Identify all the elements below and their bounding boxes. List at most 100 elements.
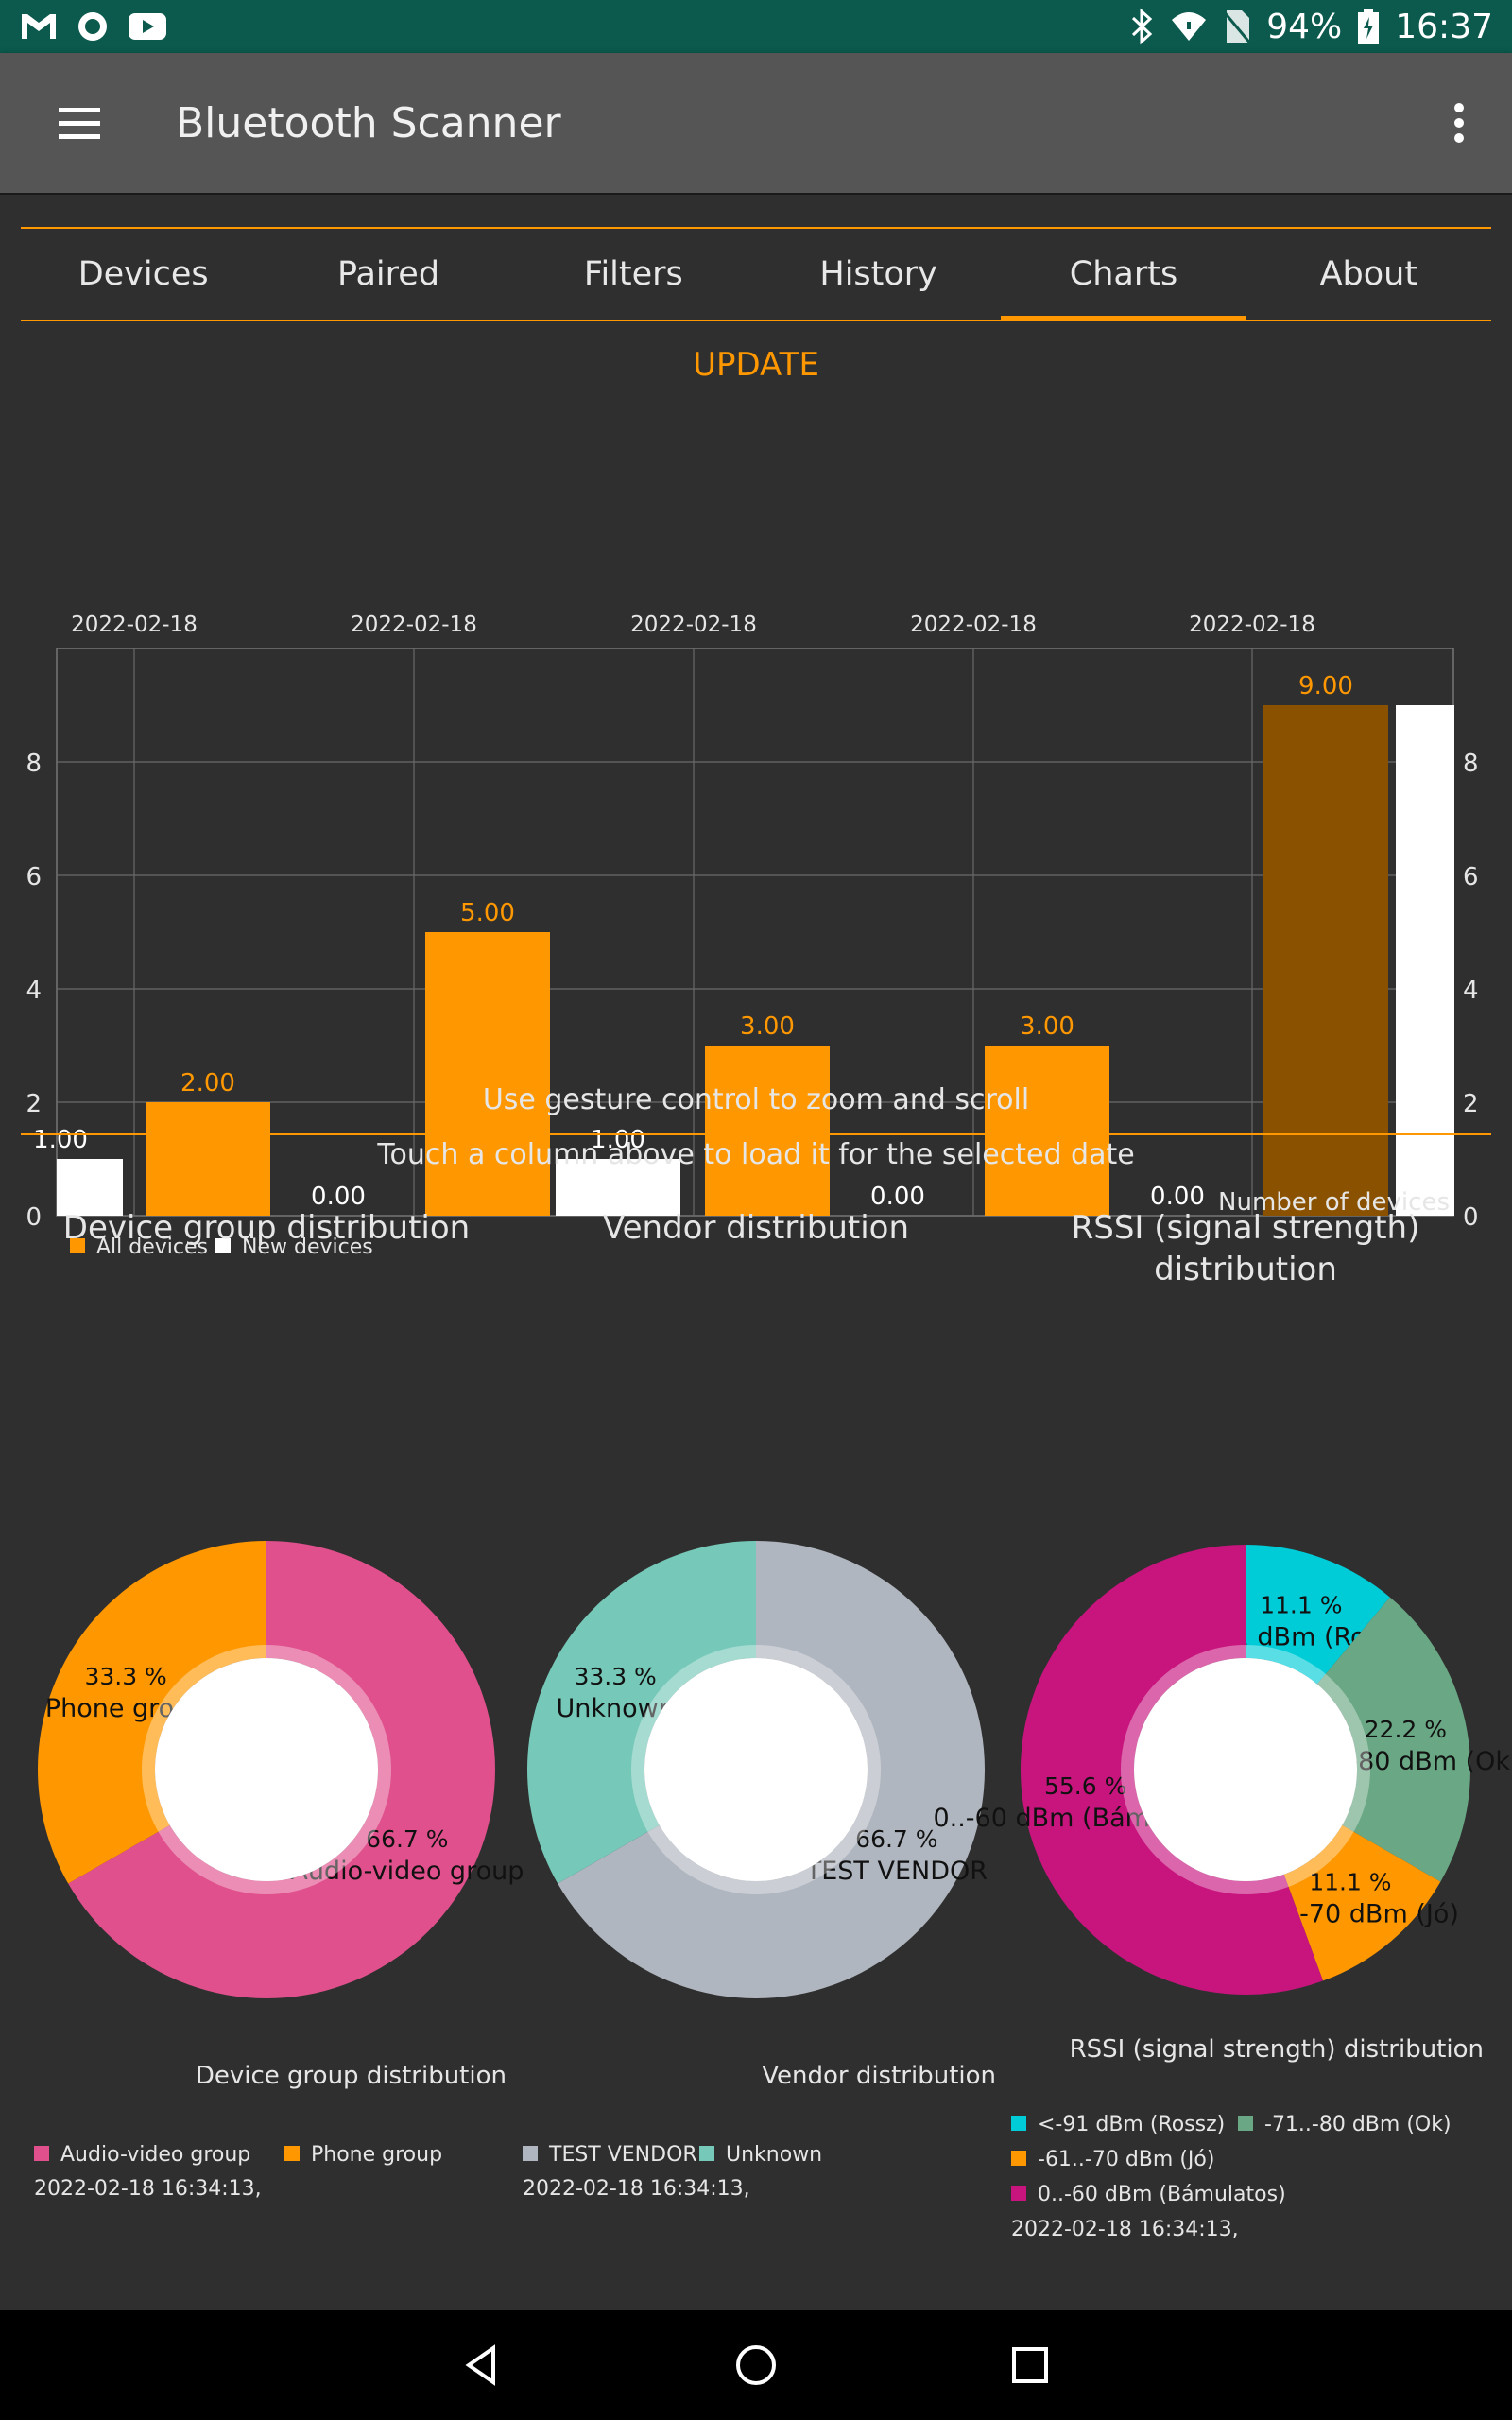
status-bar: 94% 16:37 bbox=[0, 0, 1512, 53]
tab-label: Paired bbox=[336, 255, 440, 293]
legend-swatch-new-devices bbox=[215, 1238, 231, 1253]
navigation-bar bbox=[0, 2310, 1512, 2420]
devices-bar-chart[interactable]: 0 0 2 2 4 4 6 6 8 8 2022-02-18 2022-02-18 2022-02-18… bbox=[0, 403, 1512, 1282]
legend-swatch bbox=[1011, 2186, 1026, 2201]
pie-slice-percent: 33.3 % bbox=[84, 1663, 166, 1690]
youtube-icon bbox=[129, 13, 166, 40]
y-tick-label-right: 0 bbox=[1463, 1203, 1479, 1232]
legend-timestamp: 2022-02-18 16:34:13, bbox=[1011, 2218, 1239, 2241]
clock: 16:37 bbox=[1395, 7, 1493, 46]
bar-value-label: 0.00 bbox=[1150, 1183, 1205, 1211]
y-tick-label-right: 2 bbox=[1463, 1090, 1479, 1118]
back-icon bbox=[465, 2344, 495, 2386]
bar-value-label: 0.00 bbox=[311, 1183, 366, 1211]
pie-slice bbox=[558, 1541, 985, 1998]
pie-slice bbox=[1246, 1545, 1390, 1685]
legend-label: 0..-60 dBm (Bámulatos) bbox=[1038, 2183, 1286, 2206]
pie-slice-percent: 22.2 % bbox=[1365, 1716, 1447, 1743]
record-app-icon bbox=[78, 12, 107, 41]
charts-page: Devices Paired Filters History Charts Ab… bbox=[0, 193, 1512, 2312]
pie-description: RSSI (signal strength) distribution bbox=[1070, 2035, 1484, 2064]
battery-icon bbox=[1358, 9, 1380, 44]
pie-slice-percent: 11.1 % bbox=[1309, 1868, 1391, 1895]
wifi-icon bbox=[1172, 12, 1207, 41]
pie-slice bbox=[38, 1541, 266, 1884]
legend-label: New devices bbox=[242, 1236, 373, 1259]
pie-description: Vendor distribution bbox=[762, 2062, 996, 2090]
back-button[interactable] bbox=[454, 2337, 510, 2394]
bar-new-devices bbox=[57, 1159, 123, 1216]
bluetooth-icon bbox=[1132, 8, 1153, 45]
pie-slice bbox=[1283, 1824, 1441, 1981]
bar-all-devices bbox=[1263, 705, 1388, 1216]
tab-devices[interactable]: Devices bbox=[21, 229, 266, 320]
legend-timestamp: 2022-02-18 16:34:13, bbox=[523, 2177, 750, 2201]
y-tick-label-left: 6 bbox=[26, 863, 42, 891]
bar-value-label: 1.00 bbox=[591, 1126, 645, 1154]
legend-swatch bbox=[284, 2146, 300, 2161]
tab-bar: Devices Paired Filters History Charts Ab… bbox=[21, 227, 1491, 321]
bar-all-devices bbox=[425, 932, 550, 1216]
legend-label: Phone group bbox=[311, 2143, 442, 2167]
pie-title: Device group distribution bbox=[63, 1209, 470, 1247]
legend-swatch bbox=[34, 2146, 49, 2161]
gmail-icon bbox=[22, 14, 56, 39]
pie-slice-percent: 66.7 % bbox=[855, 1825, 937, 1853]
recents-button[interactable] bbox=[1002, 2337, 1058, 2394]
bar-value-label: 3.00 bbox=[740, 1012, 795, 1041]
bar-value-label: 5.00 bbox=[460, 899, 515, 927]
y-tick-label-left: 8 bbox=[26, 750, 42, 778]
tab-history[interactable]: History bbox=[756, 229, 1001, 320]
y-tick-label-left: 0 bbox=[26, 1203, 42, 1232]
bar-value-label: 1.00 bbox=[33, 1126, 88, 1154]
pie-slice-percent: 55.6 % bbox=[1044, 1772, 1126, 1800]
bar-all-devices bbox=[985, 1046, 1109, 1216]
tab-label: About bbox=[1319, 255, 1418, 293]
legend-label: All devices bbox=[96, 1236, 208, 1259]
x-tick-label: 2022-02-18 bbox=[630, 613, 757, 637]
legend-swatch bbox=[523, 2146, 538, 2161]
divider bbox=[21, 1133, 1491, 1135]
y-tick-label-right: 4 bbox=[1463, 977, 1479, 1005]
tab-about[interactable]: About bbox=[1246, 229, 1491, 320]
pie-hole bbox=[155, 1658, 378, 1881]
menu-icon[interactable] bbox=[57, 104, 102, 142]
y-tick-label-right: 8 bbox=[1463, 750, 1479, 778]
pie-slice-percent: 11.1 % bbox=[1260, 1591, 1342, 1618]
pie-slice-label: Unknown bbox=[556, 1694, 674, 1723]
y-tick-label-right: 6 bbox=[1463, 863, 1479, 891]
legend-label: Unknown bbox=[726, 2143, 822, 2167]
pie-slice bbox=[526, 1541, 756, 1884]
pie-description: Device group distribution bbox=[196, 2062, 507, 2090]
legend-label: -71..-80 dBm (Ok) bbox=[1264, 2113, 1452, 2136]
tab-label: History bbox=[819, 255, 937, 293]
tab-paired[interactable]: Paired bbox=[266, 229, 510, 320]
zoom-hint: Use gesture control to zoom and scroll bbox=[482, 1083, 1030, 1116]
legend-timestamp: 2022-02-18 16:34:13, bbox=[34, 2177, 262, 2201]
y-tick-label-left: 2 bbox=[26, 1090, 42, 1118]
x-tick-label: 2022-02-18 bbox=[1189, 613, 1315, 637]
pie-slice bbox=[1021, 1545, 1324, 1995]
pie-slice bbox=[68, 1541, 496, 1998]
home-button[interactable] bbox=[728, 2337, 784, 2394]
tab-label: Charts bbox=[1069, 255, 1178, 293]
bar-value-label: 2.00 bbox=[180, 1069, 235, 1098]
pie-slice bbox=[1316, 1597, 1470, 1882]
overflow-menu-icon[interactable] bbox=[1453, 102, 1465, 144]
pie-hole bbox=[644, 1658, 868, 1881]
tab-charts[interactable]: Charts bbox=[1001, 229, 1246, 321]
update-button[interactable]: UPDATE bbox=[693, 346, 819, 384]
app-bar: Bluetooth Scanner bbox=[0, 53, 1512, 193]
legend-swatch bbox=[1238, 2116, 1253, 2131]
x-tick-label: 2022-02-18 bbox=[71, 613, 198, 637]
bar-value-label: 0.00 bbox=[870, 1183, 925, 1211]
legend-label: Audio-video group bbox=[60, 2143, 250, 2167]
touch-hint: Touch a column above to load it for the … bbox=[377, 1138, 1135, 1171]
tab-label: Filters bbox=[583, 255, 683, 293]
bar-new-devices bbox=[1396, 705, 1454, 1216]
tab-filters[interactable]: Filters bbox=[511, 229, 756, 320]
battery-percent: 94% bbox=[1266, 7, 1343, 46]
legend-swatch bbox=[1011, 2116, 1026, 2131]
pie-slice-percent: 33.3 % bbox=[574, 1663, 656, 1690]
x-tick-label: 2022-02-18 bbox=[351, 613, 477, 637]
